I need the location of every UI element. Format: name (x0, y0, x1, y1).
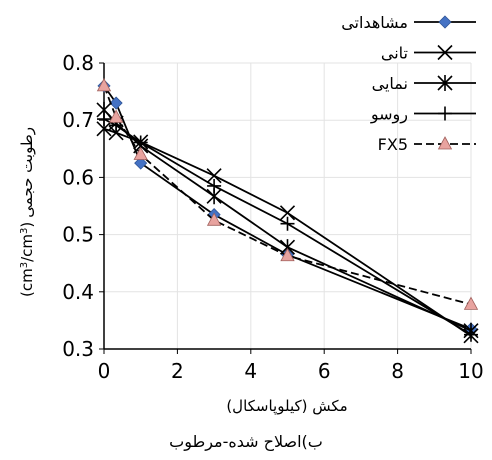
y-tick-label: 0.4 (62, 280, 94, 304)
y-tick-label: 0.5 (62, 223, 94, 247)
legend-entry: مشاهداتی (341, 13, 476, 32)
grid (104, 62, 472, 349)
data-point (97, 112, 111, 127)
x-tick-labels: 0 2 4 6 8 10 (98, 359, 484, 383)
data-point (437, 44, 453, 61)
x-tick-label: 2 (171, 359, 184, 383)
y-axis-label: (cm3/cm3)رطوبت حجمی (18, 127, 36, 297)
series-line (103, 85, 472, 306)
legend: مشاهداتی تانی نمایی روسو FX5 (341, 13, 476, 154)
data-point (206, 212, 222, 226)
data-point (96, 78, 112, 92)
x-tick-label: 6 (318, 359, 331, 383)
data-point (206, 168, 222, 184)
x-tick-label: 0 (98, 359, 111, 383)
data-point (280, 216, 295, 231)
legend-label: مشاهداتی (341, 13, 408, 32)
series-2 (96, 121, 479, 344)
data-point (437, 75, 453, 91)
legend-entry: FX5 (378, 135, 476, 154)
data-point (438, 106, 452, 121)
series-line (103, 127, 472, 337)
legend-entry: تانی (381, 44, 476, 63)
series-1 (97, 79, 478, 336)
y-tick-label: 0.7 (62, 108, 94, 132)
axes (99, 62, 472, 354)
y-tick-labels: 0.3 0.4 0.5 0.6 0.7 0.8 (62, 51, 94, 361)
data-point (437, 136, 453, 150)
data-point (280, 247, 295, 262)
series-4 (97, 112, 478, 342)
x-tick-label: 4 (244, 359, 257, 383)
legend-label: تانی (381, 44, 408, 63)
figure-caption: ب)اصلاح شده-مرطوب (169, 432, 323, 452)
data-point (133, 146, 148, 160)
legend-label: روسو (370, 105, 408, 125)
data-point (96, 121, 112, 137)
legend-entry: نمایی (372, 74, 476, 93)
x-tick-label: 10 (458, 359, 483, 383)
data-point (207, 178, 222, 193)
x-axis-label: مکش (کیلوپاسکال) (226, 397, 347, 416)
series-line (103, 118, 472, 336)
legend-entry: روسو (370, 105, 476, 125)
data-point (464, 327, 478, 342)
legend-label: FX5 (378, 135, 408, 154)
y-tick-label: 0.8 (62, 51, 94, 75)
series-5 (96, 78, 479, 310)
data-point (109, 96, 123, 110)
x-tick-label: 8 (391, 359, 404, 383)
series-layer (96, 78, 479, 344)
data-point (438, 15, 452, 29)
data-point (279, 205, 296, 221)
y-tick-label: 0.6 (62, 165, 94, 189)
data-point (134, 156, 148, 170)
data-point (108, 109, 124, 123)
legend-label: نمایی (372, 74, 408, 93)
y-tick-label: 0.3 (62, 337, 94, 361)
series-line (103, 85, 472, 330)
data-point (463, 296, 479, 310)
